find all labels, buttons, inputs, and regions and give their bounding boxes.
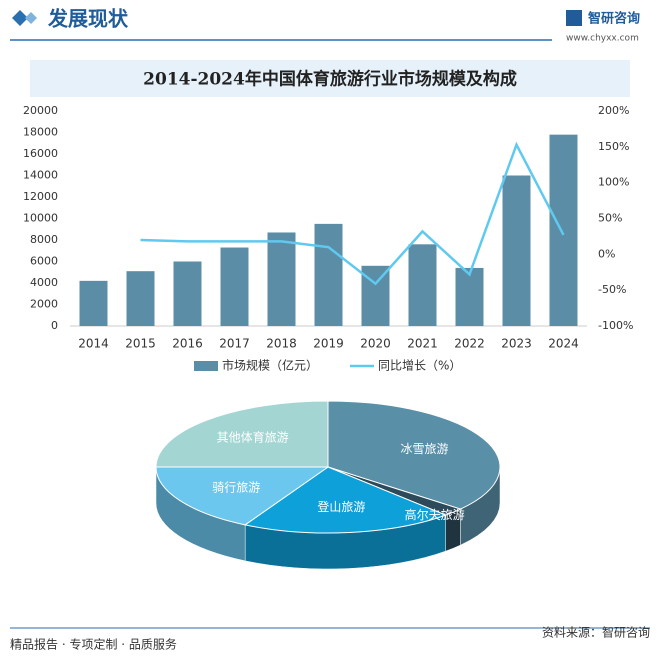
chart-title: 2014-2024年中国体育旅游行业市场规模及构成	[143, 69, 517, 90]
bar	[502, 175, 531, 326]
title-band	[30, 60, 630, 97]
y-tick-label: 6000	[30, 255, 58, 268]
bar	[79, 280, 108, 326]
logo-text: 智研咨询	[588, 11, 640, 27]
y-tick-label: 18000	[23, 126, 58, 139]
pie-slice	[155, 466, 330, 526]
pie-slice	[327, 400, 501, 510]
y2-tick-label: 50%	[598, 212, 622, 225]
x-tick-label: 2017	[219, 337, 250, 351]
footer-right: 资料来源：智研咨询	[542, 625, 650, 640]
y2-tick-label: -100%	[598, 319, 633, 332]
pie-label: 登山旅游	[317, 499, 365, 514]
y-tick-label: 10000	[23, 212, 58, 225]
legend-swatch	[194, 361, 218, 371]
legend-label: 市场规模（亿元）	[222, 358, 318, 373]
bar	[220, 247, 249, 326]
y2-tick-label: 150%	[598, 140, 629, 153]
y-tick-label: 12000	[23, 190, 58, 203]
y-tick-label: 4000	[30, 276, 58, 289]
y2-tick-label: 0%	[598, 247, 615, 260]
bar	[126, 271, 155, 326]
pie-label: 骑行旅游	[212, 480, 260, 494]
bar	[455, 267, 484, 326]
bar	[267, 232, 296, 326]
bar	[549, 134, 578, 326]
y2-tick-label: 100%	[598, 176, 629, 189]
header-icon	[25, 12, 37, 24]
x-tick-label: 2016	[172, 337, 203, 351]
line	[140, 141, 565, 286]
bar	[408, 244, 437, 326]
y-tick-label: 20000	[23, 104, 58, 117]
bar	[314, 223, 343, 326]
x-tick-label: 2020	[360, 337, 391, 351]
bar	[173, 261, 202, 326]
logo-icon	[566, 10, 582, 26]
x-tick-label: 2024	[548, 337, 579, 351]
y-tick-label: 0	[51, 319, 58, 332]
header-icon	[12, 10, 28, 26]
pie-label: 冰雪旅游	[400, 442, 448, 456]
y2-tick-label: 200%	[598, 104, 629, 117]
x-tick-label: 2014	[78, 337, 109, 351]
x-tick-label: 2019	[313, 337, 344, 351]
y-tick-label: 16000	[23, 147, 58, 160]
footer-left: 精品报告 · 专项定制 · 品质服务	[10, 637, 177, 652]
x-tick-label: 2022	[454, 337, 485, 351]
x-tick-label: 2018	[266, 337, 297, 351]
legend-label: 同比增长（%）	[378, 359, 461, 373]
pie-slice	[243, 466, 448, 534]
x-tick-label: 2021	[407, 337, 438, 351]
pie-label: 其他体育旅游	[217, 430, 289, 445]
header-title: 发展现状	[47, 7, 129, 31]
y2-tick-label: -50%	[598, 283, 626, 296]
pie-label: 高尔夫旅游	[405, 507, 465, 522]
x-tick-label: 2023	[501, 337, 532, 351]
y-tick-label: 14000	[23, 169, 58, 182]
y-tick-label: 8000	[30, 233, 58, 246]
logo-site: www.chyxx.com	[566, 34, 639, 44]
pie-slice	[155, 400, 329, 468]
y-tick-label: 2000	[30, 298, 58, 311]
x-tick-label: 2015	[125, 337, 156, 351]
